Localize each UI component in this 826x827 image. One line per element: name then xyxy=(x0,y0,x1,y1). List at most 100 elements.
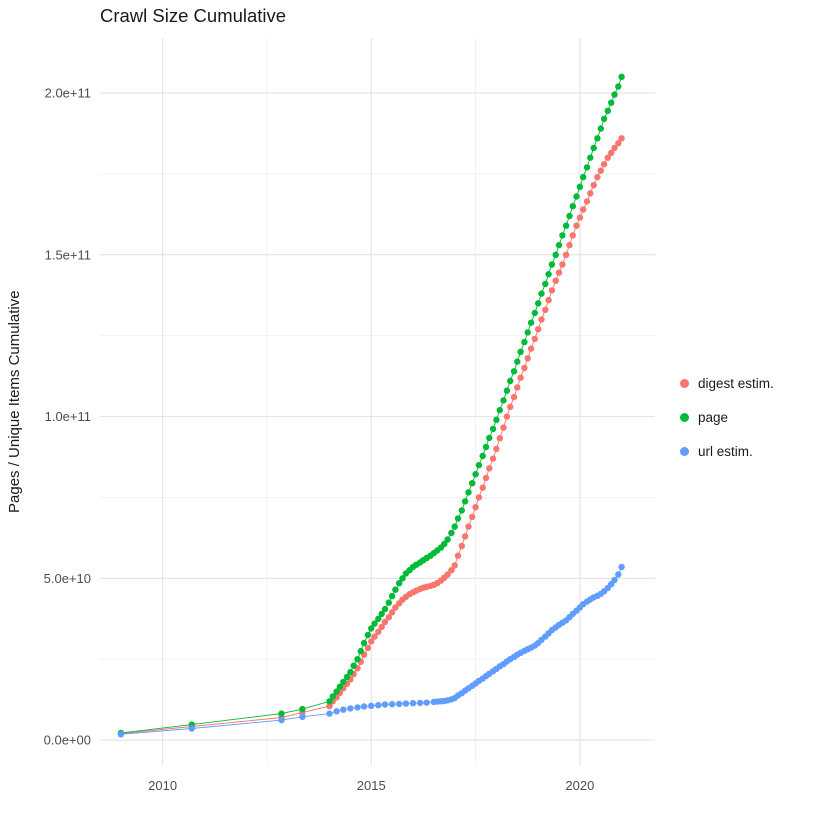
data-point xyxy=(347,669,354,676)
data-point xyxy=(538,316,545,323)
data-point xyxy=(548,287,556,294)
data-point xyxy=(521,338,528,346)
data-point xyxy=(514,358,521,365)
data-point xyxy=(368,702,375,709)
data-point xyxy=(615,571,622,578)
x-tick-label: 2015 xyxy=(357,778,386,793)
data-point xyxy=(378,623,385,631)
data-point xyxy=(392,604,399,611)
data-point xyxy=(545,296,552,304)
data-point xyxy=(385,614,392,621)
data-point xyxy=(555,241,563,249)
data-point xyxy=(423,699,430,706)
data-point xyxy=(441,540,448,548)
data-point xyxy=(580,173,587,181)
data-point xyxy=(444,571,451,578)
data-point xyxy=(535,300,542,307)
data-point xyxy=(507,403,514,411)
data-point xyxy=(385,599,392,606)
data-point xyxy=(299,713,306,720)
data-point xyxy=(493,445,500,453)
data-point xyxy=(590,182,597,189)
data-point xyxy=(545,271,552,278)
data-point xyxy=(542,306,549,313)
data-point xyxy=(503,387,511,394)
data-point xyxy=(535,326,542,333)
data-point xyxy=(381,605,389,613)
data-point xyxy=(458,542,465,550)
data-point xyxy=(396,700,403,708)
data-point xyxy=(364,644,372,652)
x-tick-label: 2010 xyxy=(148,778,177,793)
data-point xyxy=(375,628,382,635)
data-point xyxy=(451,562,458,569)
data-point xyxy=(388,701,396,708)
data-point xyxy=(188,725,195,732)
data-point xyxy=(548,261,556,268)
data-point xyxy=(388,609,396,616)
data-point xyxy=(461,498,469,505)
data-point xyxy=(448,567,455,574)
data-point xyxy=(527,345,535,352)
data-point xyxy=(381,701,389,708)
data-point xyxy=(469,513,476,521)
data-point xyxy=(278,710,285,717)
data-point xyxy=(472,471,479,478)
data-point xyxy=(375,702,382,709)
data-point xyxy=(461,533,469,540)
data-point xyxy=(569,232,576,239)
data-point xyxy=(600,161,608,168)
y-tick-label: 1.0e+11 xyxy=(45,409,91,424)
legend-label-page: page xyxy=(698,410,729,425)
legend-dot-digest-estim-icon xyxy=(680,379,689,388)
data-point xyxy=(552,277,559,284)
data-point xyxy=(326,702,333,710)
legend: digest estim. page url estim. xyxy=(680,374,774,461)
data-point xyxy=(347,705,354,712)
data-point xyxy=(326,710,333,717)
data-point xyxy=(514,384,521,391)
data-point xyxy=(326,698,333,705)
data-point xyxy=(444,536,451,543)
data-point xyxy=(542,280,549,288)
data-point xyxy=(479,484,486,491)
data-point xyxy=(587,190,594,197)
data-point xyxy=(371,620,378,627)
y-tick-label: 5.0e+10 xyxy=(44,571,91,586)
legend-item-digest-estim: digest estim. xyxy=(680,374,774,393)
data-point xyxy=(350,662,357,669)
data-point xyxy=(482,474,490,482)
data-point xyxy=(611,576,618,584)
data-point xyxy=(399,575,406,582)
data-point xyxy=(618,563,625,571)
data-point xyxy=(496,435,503,442)
data-point xyxy=(368,625,375,632)
y-tick-label: 1.5e+11 xyxy=(45,247,91,262)
data-point xyxy=(583,164,591,171)
y-tick-label: 2.0e+11 xyxy=(45,86,91,101)
data-point xyxy=(517,348,524,355)
data-point xyxy=(378,610,385,618)
data-point xyxy=(604,154,611,161)
data-point xyxy=(583,198,591,205)
data-point xyxy=(569,203,576,210)
data-point xyxy=(527,319,535,326)
data-point xyxy=(396,580,403,587)
chart-title: Crawl Size Cumulative xyxy=(100,5,287,26)
data-point xyxy=(618,73,625,81)
legend-item-url-estim: url estim. xyxy=(680,442,774,461)
data-point xyxy=(594,135,601,142)
data-point xyxy=(454,552,462,559)
data-point xyxy=(573,193,580,200)
data-point xyxy=(517,374,524,381)
data-point xyxy=(489,455,497,462)
data-point xyxy=(552,251,559,258)
data-point xyxy=(496,406,503,414)
data-point xyxy=(465,489,472,496)
data-point xyxy=(333,708,340,715)
data-point xyxy=(458,507,465,514)
data-point xyxy=(555,269,563,276)
data-point xyxy=(524,329,531,336)
legend-dot-page-icon xyxy=(680,413,689,422)
